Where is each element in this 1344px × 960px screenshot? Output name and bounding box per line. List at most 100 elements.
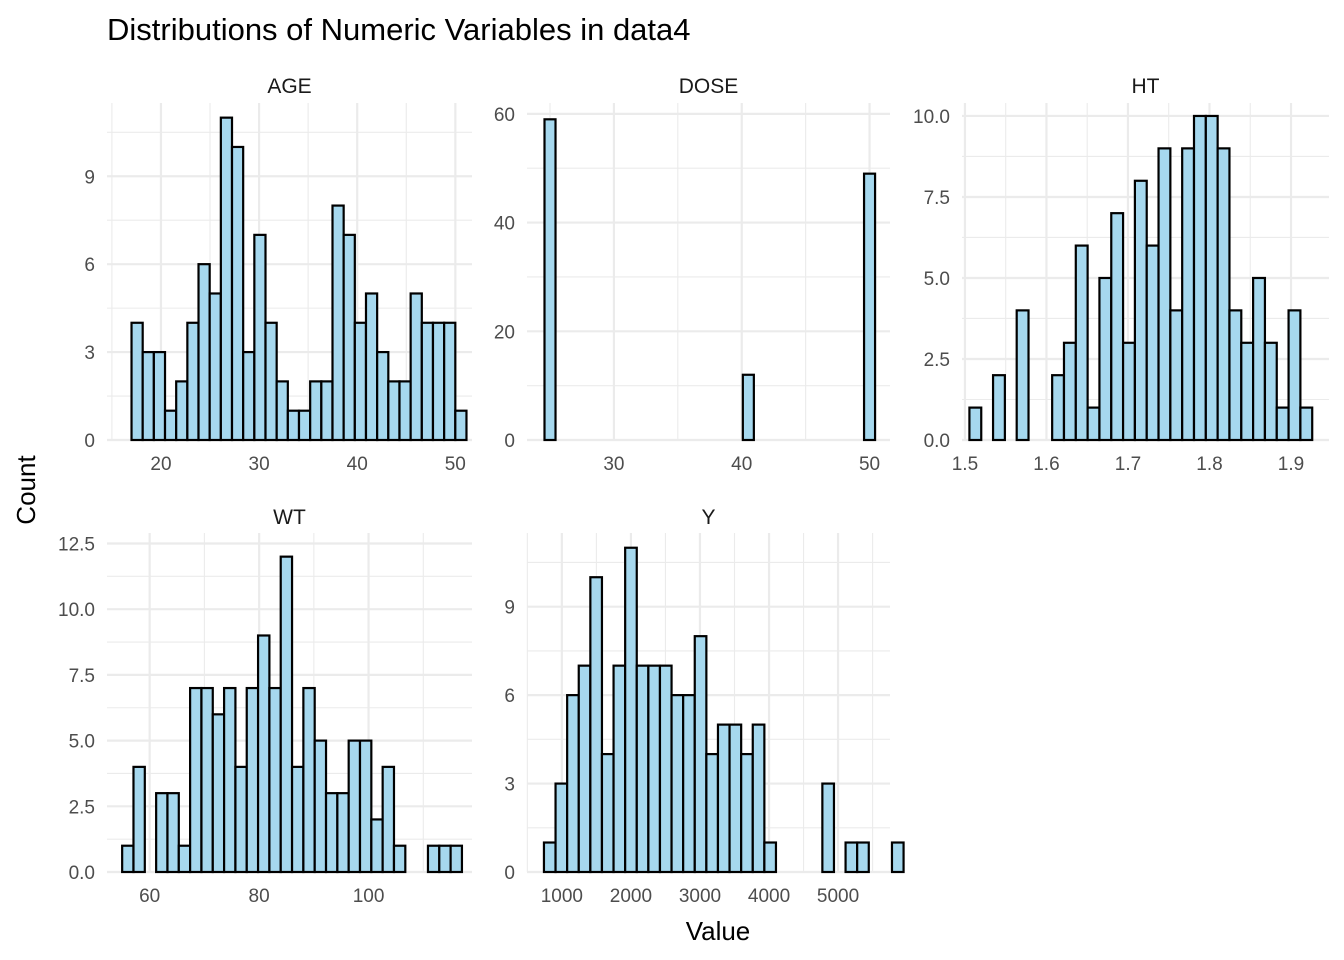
y-tick-label: 0 [504,431,515,452]
histogram-bar-wt [381,765,396,874]
histogram-bar-age [186,321,200,442]
histogram-bar-wt [234,765,248,874]
histogram-bar-age [420,321,435,442]
histogram-bar-ht [1098,276,1113,442]
histogram-bar-age [152,350,167,442]
histogram-bar-ht [1145,244,1160,442]
histogram-bar-ht [1287,309,1302,442]
histogram-bar-wt [121,844,135,874]
histogram-bar-wt [347,739,362,874]
y-tick-label: 60 [494,105,515,126]
histogram-bar-ht [1228,309,1243,442]
histogram-bar-age [141,350,155,442]
chart-title: Distributions of Numeric Variables in da… [107,12,691,47]
histogram-bar-age [331,204,345,442]
histogram-bar-age [286,409,301,442]
histogram-bar-wt [313,739,328,874]
histogram-bar-y [763,841,778,874]
y-tick-label: 7.5 [69,666,95,687]
y-axis-title: Count [11,455,41,525]
y-tick-label: 0 [84,431,95,452]
histogram-bar-y [740,752,754,874]
histogram-bar-wt [290,765,305,874]
y-tick-label: 0 [504,863,515,884]
histogram-bar-y [682,694,696,874]
histogram-bar-age [253,233,267,442]
histogram-bar-wt [449,844,464,874]
histogram-bar-wt [200,686,214,874]
histogram-bar-wt [302,686,316,874]
histogram-bar-y [554,782,569,874]
histogram-bar-y [624,546,638,874]
histogram-bar-age [309,380,323,442]
x-tick-label: 1.6 [1033,454,1059,475]
histogram-bar-wt [155,792,169,874]
y-tick-label: 5.0 [924,269,950,290]
histogram-bar-ht [991,374,1006,442]
y-tick-label: 6 [84,255,95,276]
histogram-bar-ht [1074,244,1089,442]
histogram-bar-y [705,752,720,874]
histogram-bar-wt [370,818,384,874]
y-tick-label: 0.0 [69,863,95,884]
histogram-bar-ht [1086,406,1101,442]
histogram-bar-age [364,292,379,442]
histogram-bar-age [376,350,390,442]
histogram-bar-wt [177,844,192,874]
histogram-bar-y [589,576,604,874]
x-tick-label: 100 [353,886,385,907]
facet-panel-age: AGE 20 30 40 50 0 3 6 9 [84,75,472,475]
x-tick-label: 30 [249,454,270,475]
histogram-bar-wt [426,844,441,874]
histogram-bar-age [409,292,423,442]
histogram-bar-wt [392,844,407,874]
histogram-bar-wt [438,844,452,874]
y-tick-label: 12.5 [58,535,95,556]
y-tick-label: 9 [504,598,515,619]
x-tick-label: 1.9 [1278,454,1304,475]
histogram-bar-y [577,664,592,874]
histogram-bar-ht [1275,406,1290,442]
histogram-bar-ht [1015,309,1030,442]
x-tick-label: 50 [859,454,880,475]
histogram-bar-wt [211,713,226,874]
x-tick-label: 3000 [679,886,721,907]
histogram-bar-y [693,635,708,874]
histogram-bar-age [275,380,289,442]
y-tick-label: 10.0 [58,600,95,621]
histogram-bar-ht [1263,341,1278,442]
y-tick-label: 2.5 [69,797,95,818]
facet-strip-label: HT [1132,75,1160,98]
histogram-bar-ht [1110,212,1125,442]
histogram-bar-wt [358,739,373,874]
x-tick-label: 1000 [541,886,583,907]
facet-panel-ht: HT 1.5 1.6 1.7 1.8 1.9 0.0 2.5 5.0 7.5 10.0 [913,75,1329,475]
histogram-bar-ht [1169,309,1184,442]
y-tick-label: 3 [84,343,95,364]
y-tick-label: 6 [504,686,515,707]
histogram-bar-ht [1192,114,1207,442]
histogram-bar-wt [132,765,146,874]
y-tick-label: 10.0 [913,107,950,128]
histogram-bar-age [431,321,446,442]
histogram-bar-dose [543,118,557,442]
histogram-bar-age [242,350,256,442]
histogram-bar-y [821,782,836,874]
histogram-bar-ht [1062,341,1077,442]
histogram-bar-age [264,321,278,442]
histogram-bar-ht [1121,341,1136,442]
facet-panel-dose: DOSE 30 40 50 0 20 40 60 [494,75,890,475]
x-tick-label: 1.5 [952,454,978,475]
histogram-bar-age [342,233,356,442]
histogram-bar-age [130,321,144,442]
histogram-bar-ht [1240,341,1255,442]
histogram-bar-ht [1051,374,1066,442]
histogram-bar-ht [1299,406,1314,442]
x-tick-label: 2000 [610,886,652,907]
histogram-bar-age [353,321,368,442]
y-tick-label: 0.0 [924,431,950,452]
x-tick-label: 1.8 [1196,454,1222,475]
histogram-bar-wt [268,686,282,874]
